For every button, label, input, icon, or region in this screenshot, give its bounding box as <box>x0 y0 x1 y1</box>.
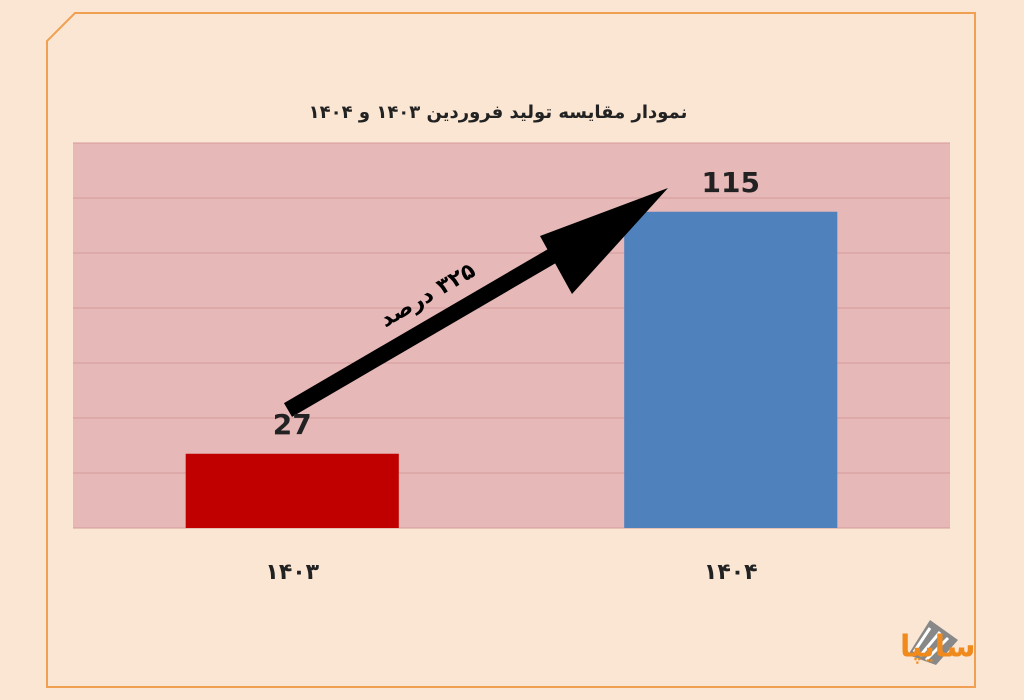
logo-text: سایپا <box>900 630 976 665</box>
bar <box>624 211 838 528</box>
bar <box>185 453 399 528</box>
arrow-head <box>540 188 668 294</box>
bars <box>185 211 838 528</box>
logo-icon <box>908 620 958 665</box>
data-label: 115 <box>702 166 760 199</box>
arrow-shaft <box>283 221 605 417</box>
frame <box>46 12 976 688</box>
data-label: 27 <box>273 408 312 441</box>
chart-title: نمودار مقایسه تولید فروردین ۱۴۰۳ و ۱۴۰۴ <box>309 102 688 123</box>
x-tick-label: ۱۴۰۳ <box>265 560 319 585</box>
x-tick-label: ۱۴۰۴ <box>704 560 758 585</box>
